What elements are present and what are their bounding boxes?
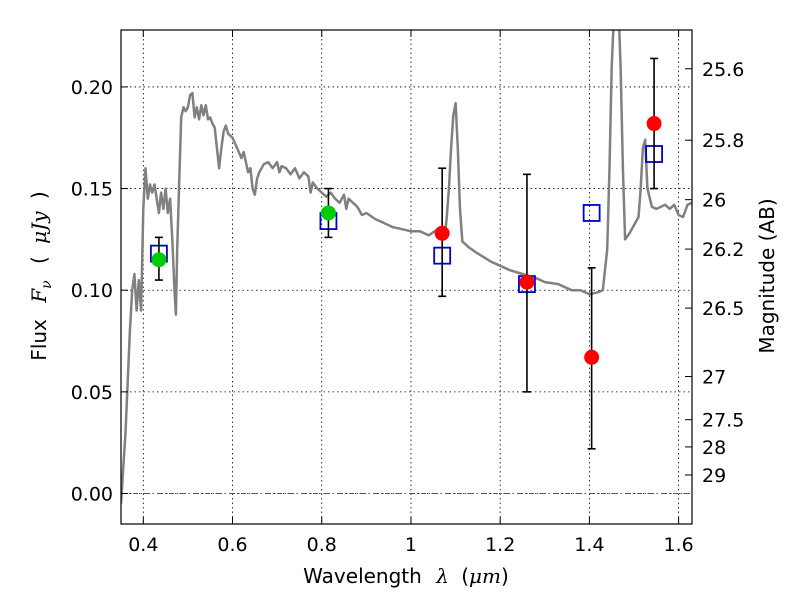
photometry-layer	[150, 57, 663, 450]
y-axis-title-subscript: ν	[39, 280, 55, 289]
x-axis-title-symbol: λ	[435, 564, 449, 588]
y2-tick-label: 26.2	[702, 239, 744, 261]
y-tick-label: 0.05	[71, 382, 113, 404]
observed-point	[646, 116, 662, 132]
y-axis-title: Flux Fν ( μJy )	[27, 191, 56, 360]
model-spectrum-line	[121, 30, 692, 504]
detection-point	[320, 205, 336, 221]
x-axis-title: Wavelength λ (μm)	[303, 564, 509, 588]
x-tick-label: 0.6	[217, 534, 247, 556]
x-tick-label: 0.4	[128, 534, 158, 556]
x-tick-label: 1	[405, 534, 417, 556]
x-axis-title-unit: μm	[469, 564, 501, 588]
y2-tick-label: 27	[702, 367, 726, 389]
y2-tick-label: 29	[702, 465, 726, 487]
plot-frame	[120, 29, 693, 525]
axis-ticks: 0.4 0.6 0.8 1 1.2 1.4 1.6 0.00 0.05 0.10 0.15 0.20 2…	[71, 30, 744, 556]
y-tick-label: 0.20	[71, 77, 113, 99]
y-tick-label: 0.15	[71, 179, 113, 201]
x-tick-label: 1.4	[574, 534, 604, 556]
y2-tick-label: 26.5	[702, 298, 744, 320]
y2-tick-label: 28	[702, 437, 726, 459]
y2-tick-label: 26	[702, 190, 726, 212]
x-axis-title-unit-open: (	[461, 564, 469, 588]
model-photometry-square	[582, 204, 601, 222]
y-tick-label: 0.00	[71, 484, 113, 506]
y-axis-title-symbol: F	[27, 288, 51, 304]
x-tick-label: 1.6	[664, 534, 694, 556]
y-axis-title-text: Flux	[27, 319, 51, 361]
observed-point	[519, 274, 535, 290]
x-tick-label: 1.2	[485, 534, 515, 556]
y-axis-title-unit-open: (	[27, 256, 51, 264]
x-axis-title-unit-close: )	[501, 564, 509, 588]
observed-point	[584, 349, 600, 365]
y-axis-title-unit-close: )	[27, 191, 51, 199]
y-tick-label: 0.10	[71, 280, 113, 302]
x-tick-label: 0.8	[307, 534, 337, 556]
y2-tick-label: 25.8	[702, 130, 744, 152]
detection-point	[151, 252, 167, 268]
grid-lines	[121, 30, 692, 524]
observed-point	[434, 225, 450, 241]
model-spectrum-layer	[121, 30, 692, 504]
y-axis-title-unit: μJy	[27, 211, 51, 244]
y2-axis-title: Magnitude (AB)	[755, 198, 779, 353]
x-axis-title-text: Wavelength	[303, 564, 422, 588]
y2-tick-label: 25.6	[702, 59, 744, 81]
y2-tick-label: 27.5	[702, 410, 744, 432]
